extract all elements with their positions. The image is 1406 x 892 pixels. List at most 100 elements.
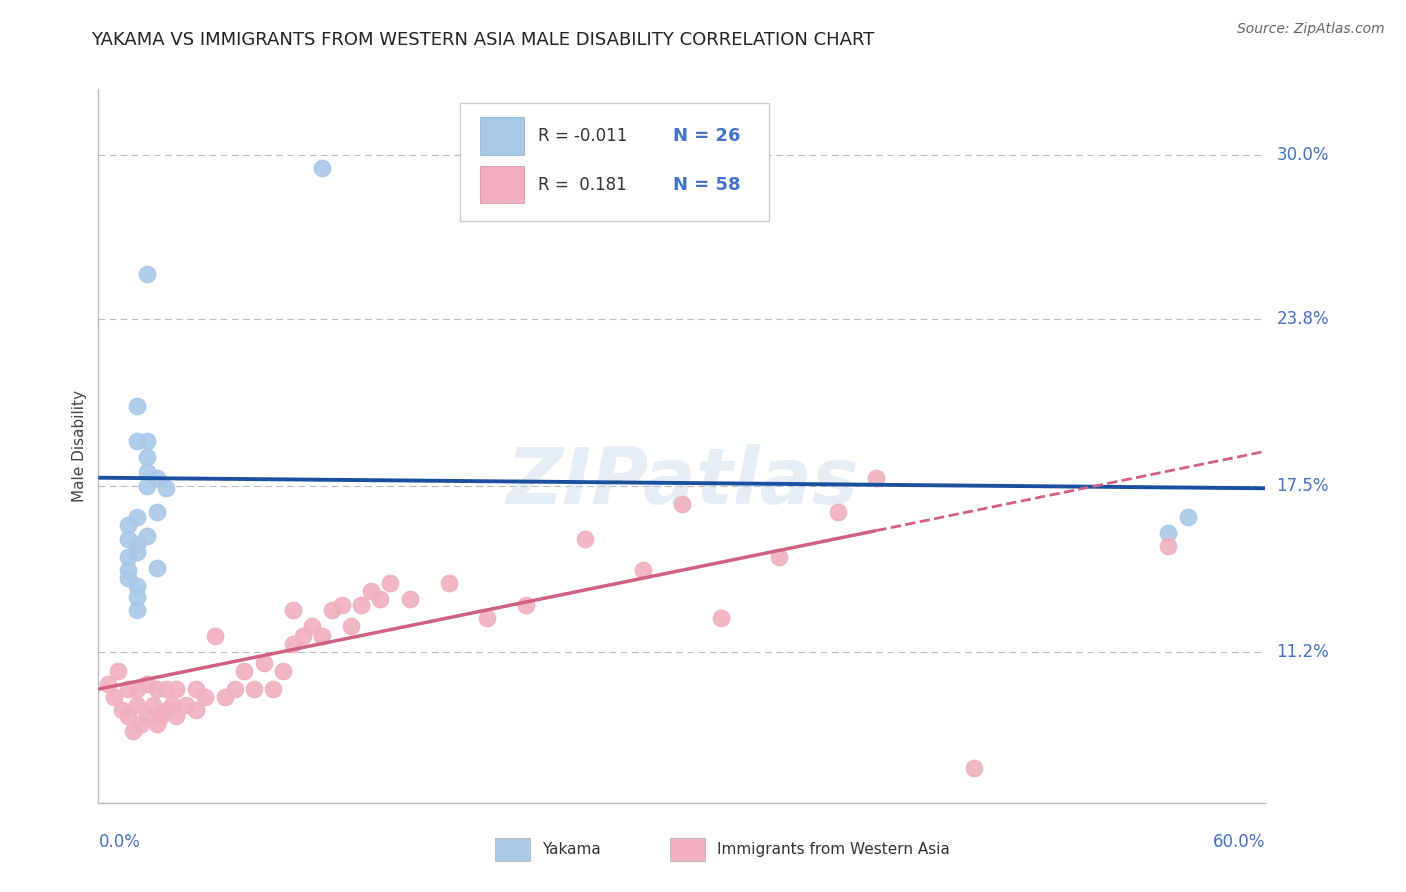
Point	[477, 611, 499, 625]
Point	[204, 629, 226, 643]
Point	[117, 549, 139, 564]
Point	[117, 708, 139, 723]
Point	[127, 603, 149, 617]
Point	[122, 724, 145, 739]
Point	[146, 471, 169, 485]
Text: ZIPatlas: ZIPatlas	[506, 443, 858, 520]
Point	[136, 529, 159, 543]
Point	[330, 598, 353, 612]
Text: YAKAMA VS IMMIGRANTS FROM WESTERN ASIA MALE DISABILITY CORRELATION CHART: YAKAMA VS IMMIGRANTS FROM WESTERN ASIA M…	[91, 31, 875, 49]
Point	[155, 703, 177, 717]
Point	[194, 690, 217, 704]
Text: N = 58: N = 58	[672, 176, 740, 194]
Text: N = 26: N = 26	[672, 127, 740, 145]
Text: Yakama: Yakama	[541, 842, 600, 856]
Point	[671, 497, 693, 511]
Point	[136, 708, 159, 723]
FancyBboxPatch shape	[495, 838, 530, 861]
Point	[243, 682, 266, 697]
Point	[515, 598, 537, 612]
Point	[127, 590, 149, 604]
Point	[340, 618, 363, 632]
Point	[360, 584, 382, 599]
Point	[149, 708, 172, 723]
Point	[117, 532, 139, 546]
Text: Immigrants from Western Asia: Immigrants from Western Asia	[717, 842, 950, 856]
Point	[127, 545, 149, 559]
Point	[136, 267, 159, 281]
Point	[162, 698, 184, 712]
Point	[155, 481, 177, 495]
Point	[1157, 526, 1180, 541]
Point	[1157, 540, 1180, 554]
Point	[165, 708, 187, 723]
Point	[146, 682, 169, 697]
Point	[142, 698, 165, 712]
Point	[129, 716, 152, 731]
Point	[136, 466, 159, 480]
Y-axis label: Male Disability: Male Disability	[72, 390, 87, 502]
Point	[281, 603, 304, 617]
Point	[827, 505, 849, 519]
Point	[301, 618, 323, 632]
Point	[117, 563, 139, 577]
FancyBboxPatch shape	[671, 838, 706, 861]
Point	[253, 656, 276, 670]
Point	[574, 532, 596, 546]
Point	[165, 682, 187, 697]
Text: 60.0%: 60.0%	[1213, 833, 1265, 851]
Point	[127, 400, 149, 414]
Point	[233, 664, 256, 678]
Point	[136, 677, 159, 691]
FancyBboxPatch shape	[479, 166, 524, 203]
Point	[1177, 510, 1199, 524]
Point	[271, 664, 294, 678]
Point	[350, 598, 373, 612]
Point	[262, 682, 284, 697]
Text: R = -0.011: R = -0.011	[538, 127, 627, 145]
Point	[380, 576, 402, 591]
Text: 0.0%: 0.0%	[98, 833, 141, 851]
Point	[127, 698, 149, 712]
Point	[117, 518, 139, 533]
Point	[311, 161, 333, 176]
Point	[710, 611, 733, 625]
Point	[155, 682, 177, 697]
Point	[184, 682, 207, 697]
Point	[214, 690, 236, 704]
Point	[136, 478, 159, 492]
Point	[97, 677, 120, 691]
Point	[117, 571, 139, 585]
Point	[631, 563, 654, 577]
Point	[281, 637, 304, 651]
Point	[111, 703, 134, 717]
Text: 17.5%: 17.5%	[1277, 476, 1329, 495]
Point	[146, 505, 169, 519]
Point	[174, 698, 197, 712]
Point	[136, 434, 159, 448]
Point	[127, 434, 149, 448]
FancyBboxPatch shape	[479, 118, 524, 154]
Point	[398, 592, 420, 607]
Point	[311, 629, 333, 643]
Text: 11.2%: 11.2%	[1277, 643, 1329, 661]
Point	[136, 450, 159, 464]
Point	[321, 603, 343, 617]
Text: 30.0%: 30.0%	[1277, 146, 1329, 164]
Text: R =  0.181: R = 0.181	[538, 176, 627, 194]
Point	[370, 592, 392, 607]
Point	[107, 664, 129, 678]
Point	[184, 703, 207, 717]
Text: Source: ZipAtlas.com: Source: ZipAtlas.com	[1237, 22, 1385, 37]
Point	[127, 682, 149, 697]
Point	[127, 537, 149, 551]
Point	[865, 471, 887, 485]
Point	[127, 579, 149, 593]
Point	[146, 716, 169, 731]
Point	[146, 560, 169, 574]
Point	[768, 549, 790, 564]
FancyBboxPatch shape	[460, 103, 769, 221]
Point	[962, 761, 984, 775]
Point	[291, 629, 314, 643]
Text: 23.8%: 23.8%	[1277, 310, 1329, 328]
